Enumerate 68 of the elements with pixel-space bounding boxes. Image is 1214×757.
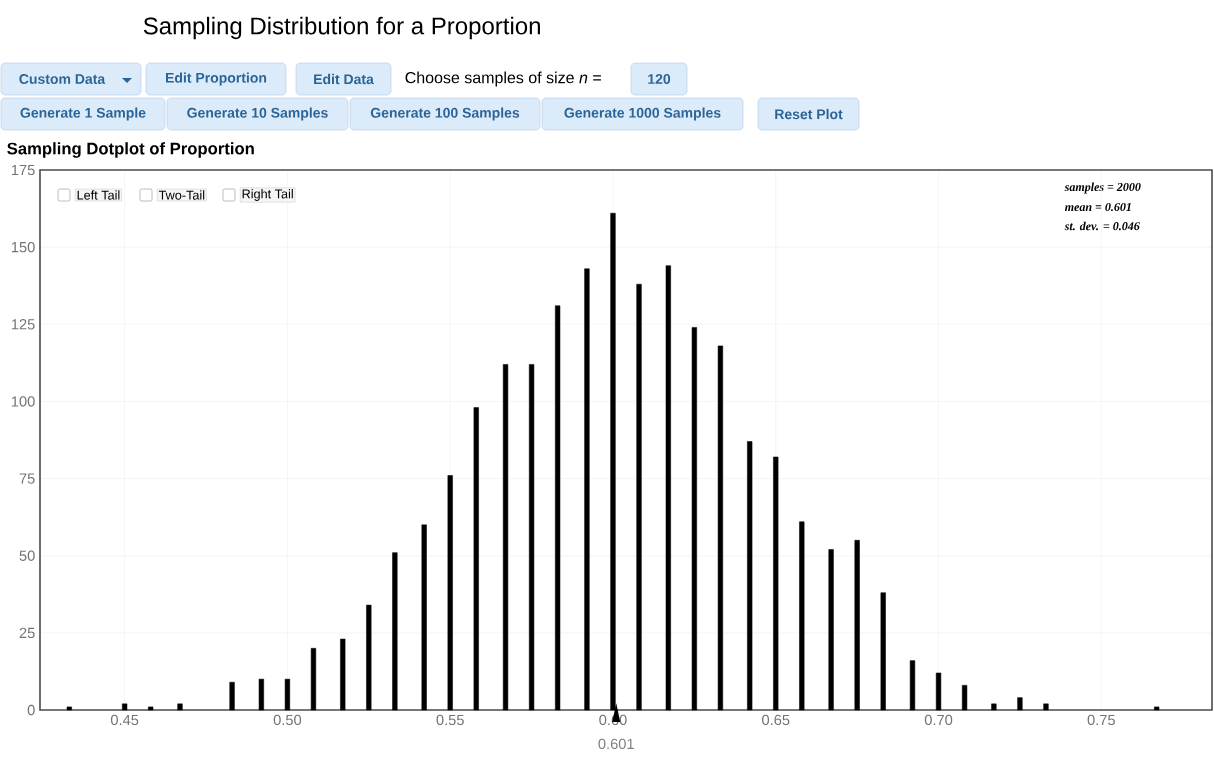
text: Generate 10 Samples — [187, 107, 328, 121]
bar — [991, 703, 997, 711]
bar — [66, 706, 72, 711]
bar — [555, 305, 561, 711]
bar — [1017, 697, 1023, 711]
bar — [177, 703, 183, 711]
bar — [691, 327, 697, 711]
bar — [799, 521, 805, 711]
bar — [310, 648, 317, 711]
bar — [473, 407, 479, 711]
text: Choose samples of size n = — [405, 71, 601, 87]
bar — [961, 685, 968, 711]
x-tick-label: 0.70 — [924, 714, 953, 726]
bar — [229, 681, 235, 711]
bar — [584, 268, 590, 711]
annotation: st. dev. = 0.046 — [1064, 221, 1140, 231]
y-tick-label: 0 — [27, 704, 35, 716]
bar — [717, 345, 724, 711]
text: Generate 1000 Samples — [564, 107, 721, 121]
text: Custom Data — [19, 74, 106, 84]
bar — [828, 549, 834, 711]
bar — [747, 441, 753, 711]
bar — [502, 364, 509, 711]
bar — [258, 678, 264, 711]
y-tick-label: 25 — [19, 627, 35, 639]
bar — [528, 364, 535, 711]
y-tick-label: 50 — [19, 550, 35, 561]
chart-subtitle: Sampling Dotplot of Proportion — [7, 142, 254, 158]
x-tick-label: 0.45 — [110, 714, 139, 726]
x-tick-label: 0.75 — [1087, 714, 1115, 726]
y-tick-label: 75 — [19, 473, 35, 484]
bar — [935, 672, 942, 711]
y-tick-label: 175 — [11, 164, 35, 176]
x-tick-label: 0.50 — [273, 714, 302, 726]
y-tick-label: 150 — [11, 241, 35, 253]
x-tick-label: 0.65 — [762, 714, 790, 726]
chart-title: Sampling Distribution for a Proportion — [143, 16, 540, 40]
bar — [773, 456, 779, 711]
bar — [447, 475, 453, 711]
annotation: Right Tail — [242, 189, 293, 201]
annotation: 0.601 — [598, 738, 634, 750]
bar — [122, 703, 128, 711]
bar — [366, 604, 372, 711]
annotation: Left Tail — [77, 190, 120, 200]
text: Edit Proportion — [166, 72, 267, 86]
bar — [880, 592, 886, 711]
y-tick-label: 125 — [11, 319, 35, 330]
annotation: Two-Tail — [158, 190, 205, 200]
bar — [1043, 703, 1049, 711]
text: Generate 100 Samples — [370, 107, 520, 121]
bar — [1154, 706, 1160, 711]
bar — [909, 660, 916, 711]
bar — [665, 265, 671, 711]
text: 120 — [648, 74, 671, 84]
annotation: mean = 0.601 — [1064, 202, 1131, 212]
text: Reset Plot — [775, 108, 843, 120]
bar — [421, 524, 427, 711]
text: Edit Data — [314, 73, 374, 85]
x-tick-label: 0.55 — [436, 714, 464, 726]
annotation: samples = 2000 — [1064, 182, 1141, 194]
bar — [636, 283, 642, 711]
bar — [854, 540, 860, 711]
bar — [340, 638, 346, 711]
bar — [392, 552, 398, 711]
bar — [148, 706, 154, 711]
text: Generate 1 Sample — [20, 107, 146, 121]
bar — [284, 678, 291, 711]
y-tick-label: 100 — [11, 396, 35, 407]
